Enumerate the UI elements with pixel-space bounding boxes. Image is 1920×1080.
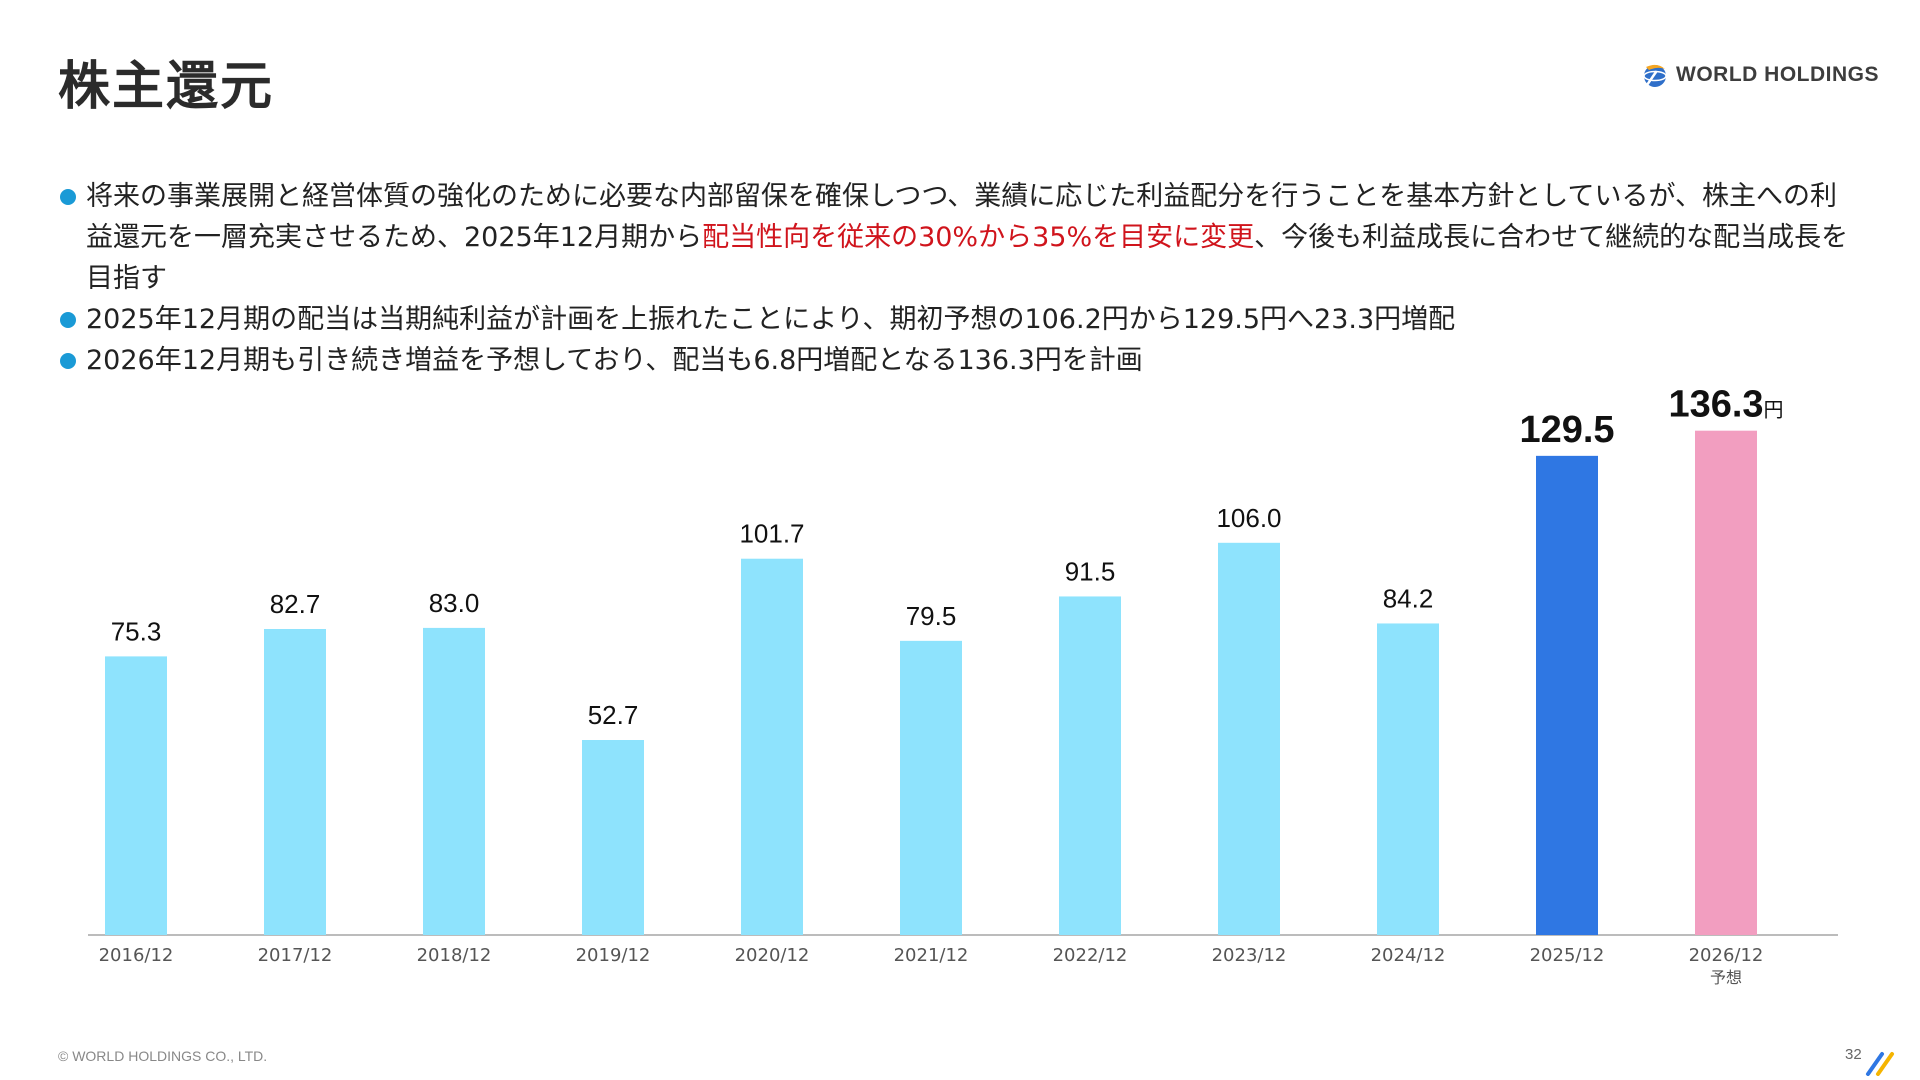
x-tick-label: 2018/12	[417, 945, 492, 966]
copyright-footer: © WORLD HOLDINGS CO., LTD.	[58, 1048, 268, 1064]
bar-value-label: 82.7	[270, 589, 321, 619]
bar-value-label: 106.0	[1216, 503, 1281, 533]
x-tick-label: 2020/12	[735, 945, 810, 966]
company-logo: WORLD HOLDINGS	[1640, 58, 1879, 92]
bullet-text: 2026年12月期も引き続き増益を予想しており、配当も6.8円増配となる136.…	[86, 345, 1143, 376]
bar	[1536, 455, 1598, 935]
bullet-dot	[60, 312, 76, 328]
bullet-list: 将来の事業展開と経営体質の強化のために必要な内部留保を確保しつつ、業績に応じた利…	[60, 176, 1860, 381]
bullet-item: 2025年12月期の配当は当期純利益が計画を上振れたことにより、期初予想の106…	[60, 299, 1860, 340]
logo-text: WORLD HOLDINGS	[1676, 63, 1879, 86]
bar-value-label: 129.5	[1519, 409, 1614, 451]
x-tick-label: 2022/12	[1053, 945, 1128, 966]
bar	[1218, 542, 1280, 935]
bar	[1695, 430, 1757, 935]
bar	[1059, 596, 1121, 935]
bar	[264, 629, 326, 935]
bar	[741, 558, 803, 935]
page-title: 株主還元	[58, 57, 275, 117]
bullet-item: 将来の事業展開と経営体質の強化のために必要な内部留保を確保しつつ、業績に応じた利…	[60, 176, 1860, 299]
bar-value-label: 75.3	[111, 616, 162, 646]
bar-value-label: 101.7	[739, 519, 804, 549]
bar-value-unit: 円	[1764, 400, 1784, 422]
x-tick-label: 2016/12	[99, 945, 174, 966]
bar-value-label: 52.7	[588, 700, 639, 730]
x-tick-label: 2025/12	[1530, 945, 1605, 966]
bullet-text-tail: 、今後も利益成長に合わせて継続的な配当成長を目指す	[86, 222, 1849, 294]
bar-value-label: 83.0	[429, 588, 480, 618]
bullet-text: 2025年12月期の配当は当期純利益が計画を上振れたことにより、期初予想の106…	[86, 304, 1456, 335]
bar-value-label: 91.5	[1065, 556, 1116, 586]
bar	[423, 627, 485, 935]
bullet-item: 2026年12月期も引き続き増益を予想しており、配当も6.8円増配となる136.…	[60, 340, 1860, 381]
bar	[582, 740, 644, 935]
x-tick-label: 2026/12	[1689, 945, 1764, 966]
x-tick-sublabel: 予想	[1710, 968, 1742, 987]
bar	[1377, 623, 1439, 935]
x-tick-label: 2023/12	[1212, 945, 1287, 966]
bar-value-label: 136.3円	[1668, 384, 1783, 426]
bullet-highlight: 配当性向を従来の30%から35%を目安に変更	[702, 222, 1255, 253]
bullet-text: 将来の事業展開と経営体質の強化のために必要な内部留保を確保しつつ、業績に応じた利…	[86, 181, 1837, 253]
bullet-dot	[60, 353, 76, 369]
globe-logo-icon	[1643, 64, 1667, 87]
bar-value-label: 79.5	[906, 601, 957, 631]
bar	[105, 656, 167, 935]
bar	[900, 640, 962, 935]
x-tick-label: 2021/12	[894, 945, 969, 966]
corner-stripes-icon	[1866, 1052, 1894, 1076]
bar-value-label: 84.2	[1383, 583, 1434, 613]
x-tick-label: 2017/12	[258, 945, 333, 966]
x-tick-label: 2024/12	[1371, 945, 1446, 966]
bullet-dot	[60, 189, 76, 205]
x-tick-label: 2019/12	[576, 945, 651, 966]
page-number: 32	[1845, 1046, 1862, 1063]
